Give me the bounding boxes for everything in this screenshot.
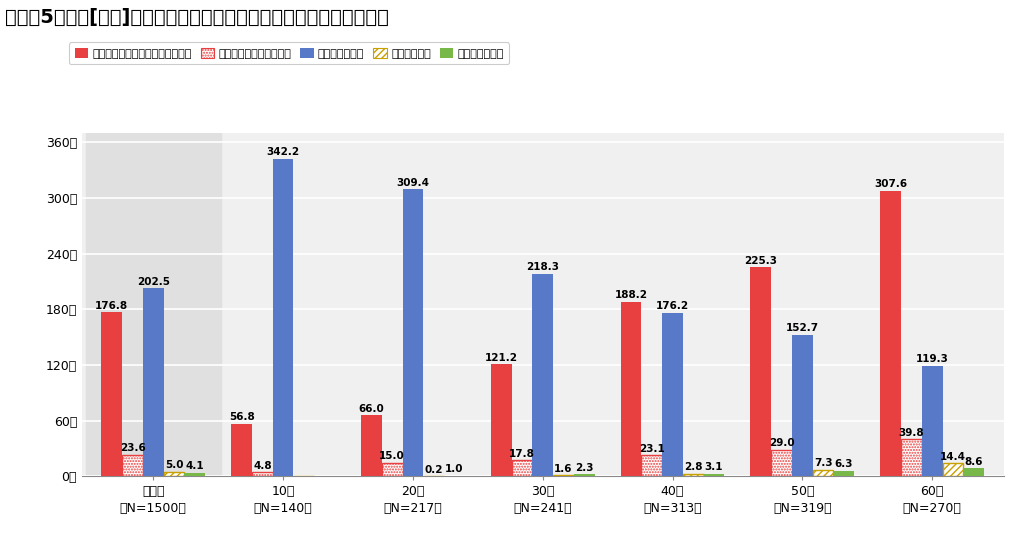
- Bar: [663, 313, 683, 476]
- Text: 3.1: 3.1: [705, 462, 723, 472]
- Text: 23.1: 23.1: [639, 444, 665, 454]
- Text: 1.6: 1.6: [554, 464, 572, 474]
- Bar: [751, 267, 771, 476]
- Bar: [101, 312, 122, 476]
- Text: 17.8: 17.8: [509, 449, 535, 459]
- Bar: [813, 470, 834, 476]
- Bar: [402, 189, 423, 476]
- Text: 23.6: 23.6: [120, 443, 145, 453]
- Bar: [512, 460, 532, 476]
- Bar: [621, 302, 641, 476]
- Text: 202.5: 202.5: [137, 277, 170, 287]
- Text: 56.8: 56.8: [228, 412, 254, 422]
- Bar: [252, 472, 272, 476]
- Text: 1.0: 1.0: [445, 464, 464, 474]
- Bar: [86, 133, 221, 476]
- Bar: [641, 455, 663, 476]
- Text: 152.7: 152.7: [785, 324, 819, 334]
- Text: 2.3: 2.3: [575, 463, 594, 473]
- Text: 225.3: 225.3: [744, 256, 777, 266]
- Text: 188.2: 188.2: [614, 290, 647, 300]
- Text: 4.8: 4.8: [253, 460, 271, 470]
- Bar: [532, 274, 553, 476]
- Text: 8.6: 8.6: [965, 457, 983, 467]
- Text: 15.0: 15.0: [379, 451, 406, 461]
- Bar: [792, 335, 813, 476]
- Text: 2.8: 2.8: [684, 463, 702, 473]
- Bar: [143, 289, 164, 476]
- Bar: [361, 415, 382, 476]
- Text: 39.8: 39.8: [898, 428, 925, 438]
- Text: 119.3: 119.3: [915, 355, 948, 365]
- Bar: [231, 424, 252, 476]
- Text: 7.3: 7.3: [814, 458, 833, 468]
- Bar: [553, 475, 573, 476]
- Bar: [881, 191, 901, 476]
- Bar: [382, 463, 402, 476]
- Bar: [942, 463, 964, 476]
- Bar: [490, 364, 512, 476]
- Text: 4.1: 4.1: [185, 461, 204, 471]
- Bar: [573, 474, 595, 476]
- Text: 66.0: 66.0: [358, 404, 384, 414]
- Text: 309.4: 309.4: [396, 178, 429, 188]
- Text: 218.3: 218.3: [526, 263, 559, 273]
- Text: 29.0: 29.0: [769, 438, 795, 448]
- Bar: [964, 469, 984, 476]
- Text: 121.2: 121.2: [484, 352, 518, 362]
- Text: 6.3: 6.3: [835, 459, 853, 469]
- Text: 5.0: 5.0: [165, 460, 183, 470]
- Bar: [164, 472, 184, 476]
- Text: 307.6: 307.6: [874, 179, 907, 189]
- Bar: [901, 439, 922, 476]
- Bar: [703, 474, 724, 476]
- Text: 176.2: 176.2: [656, 301, 689, 311]
- Text: 342.2: 342.2: [266, 147, 300, 157]
- Bar: [272, 159, 294, 476]
- Text: 0.2: 0.2: [424, 465, 443, 475]
- Bar: [122, 454, 143, 476]
- Text: 14.4: 14.4: [940, 452, 966, 461]
- Legend: テレビ（リアルタイム）視聴時間, テレビ（録画）視聴時間, ネット利用時間, 新聞閲読時間, ラジオ聴取時間: テレビ（リアルタイム）視聴時間, テレビ（録画）視聴時間, ネット利用時間, 新…: [69, 42, 509, 64]
- Text: 【令和5年度】[休日]主なメディアの平均利用時間（全年代・年代別）: 【令和5年度】[休日]主なメディアの平均利用時間（全年代・年代別）: [5, 8, 389, 27]
- Bar: [771, 449, 792, 476]
- Bar: [922, 366, 942, 476]
- Bar: [444, 475, 465, 476]
- Bar: [184, 473, 205, 476]
- Bar: [834, 470, 854, 476]
- Text: 176.8: 176.8: [95, 301, 128, 311]
- Bar: [683, 474, 703, 476]
